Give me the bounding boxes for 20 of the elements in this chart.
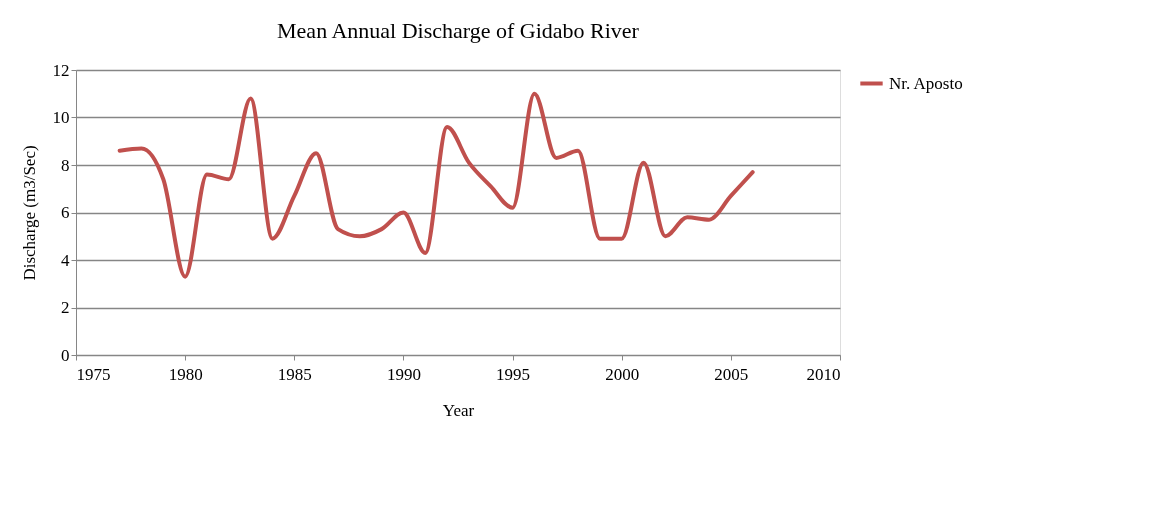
x-tick-label: 1985	[277, 364, 312, 384]
x-tick-label: 2000	[605, 364, 640, 384]
x-tick-label: 1990	[386, 364, 421, 384]
x-tick-label: 1975	[76, 364, 111, 384]
x-tick-label: 1995	[496, 364, 531, 384]
y-tick-label: 0	[61, 345, 70, 365]
x-axis-title: Year	[442, 400, 475, 420]
y-tick-label: 4	[61, 250, 70, 270]
y-tick-label: 10	[52, 108, 70, 127]
legend-label: Nr. Aposto	[889, 73, 963, 93]
chart-title: Mean Annual Discharge of Gidabo River	[277, 18, 640, 43]
line-series	[117, 91, 755, 279]
y-tick-label: 8	[61, 155, 70, 175]
y-axis-title: Discharge (m3/Sec)	[19, 145, 39, 281]
x-tick-label: 2010	[806, 364, 841, 384]
y-tick-label: 12	[52, 60, 70, 80]
x-tick-label: 2005	[714, 364, 749, 384]
x-tick-label: 1980	[168, 364, 203, 384]
y-tick-label: 2	[61, 298, 70, 317]
y-tick-label: 6	[61, 203, 70, 222]
